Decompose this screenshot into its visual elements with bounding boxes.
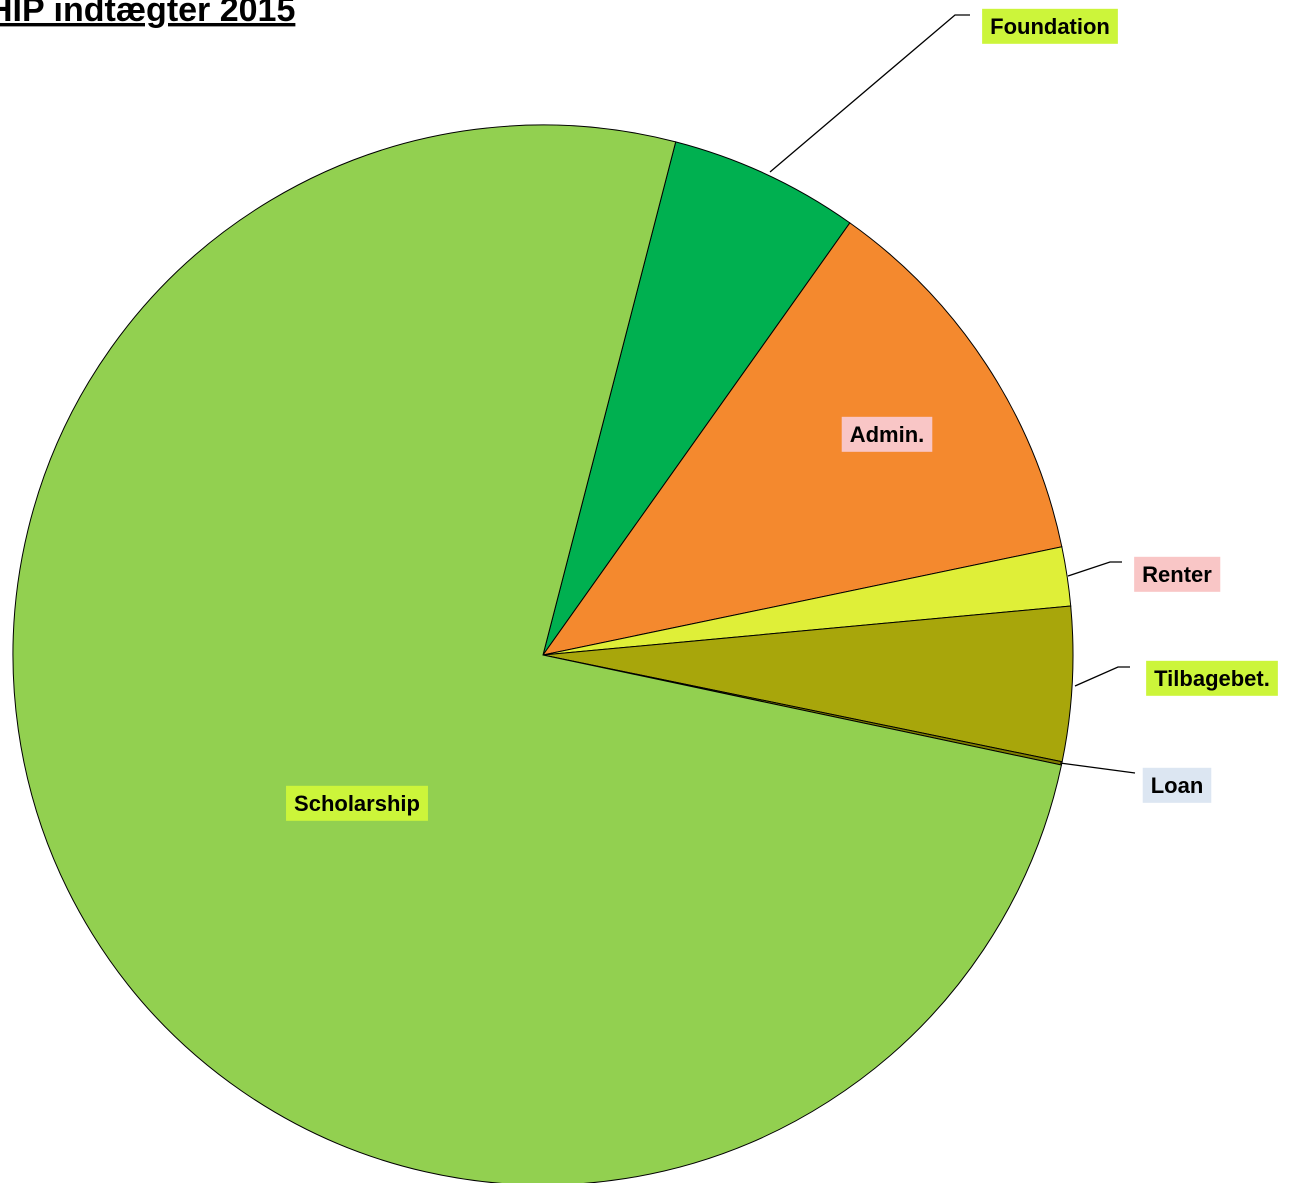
label-background	[1142, 767, 1212, 803]
label-background	[1134, 556, 1221, 592]
data-label: Renter	[1142, 562, 1212, 587]
label-background	[1146, 660, 1278, 696]
data-label: Scholarship	[294, 791, 420, 816]
label-background	[982, 8, 1118, 44]
label-background	[841, 416, 933, 452]
leader-line	[769, 14, 970, 173]
pie-slice	[12, 124, 1063, 1186]
data-label: Foundation	[990, 14, 1110, 39]
leader-line	[1059, 762, 1136, 774]
data-label: Loan	[1151, 773, 1204, 798]
pie-slice	[541, 222, 1063, 656]
pie-slice	[542, 605, 1074, 763]
label-background	[286, 785, 428, 821]
data-label: Tilbagebet.	[1154, 666, 1270, 691]
pie-slice	[542, 141, 851, 656]
chart-title: HIP indtægter 2015	[0, 0, 295, 29]
leader-line	[1067, 561, 1122, 577]
data-label: Admin.	[850, 422, 925, 447]
leader-line	[1074, 666, 1130, 687]
